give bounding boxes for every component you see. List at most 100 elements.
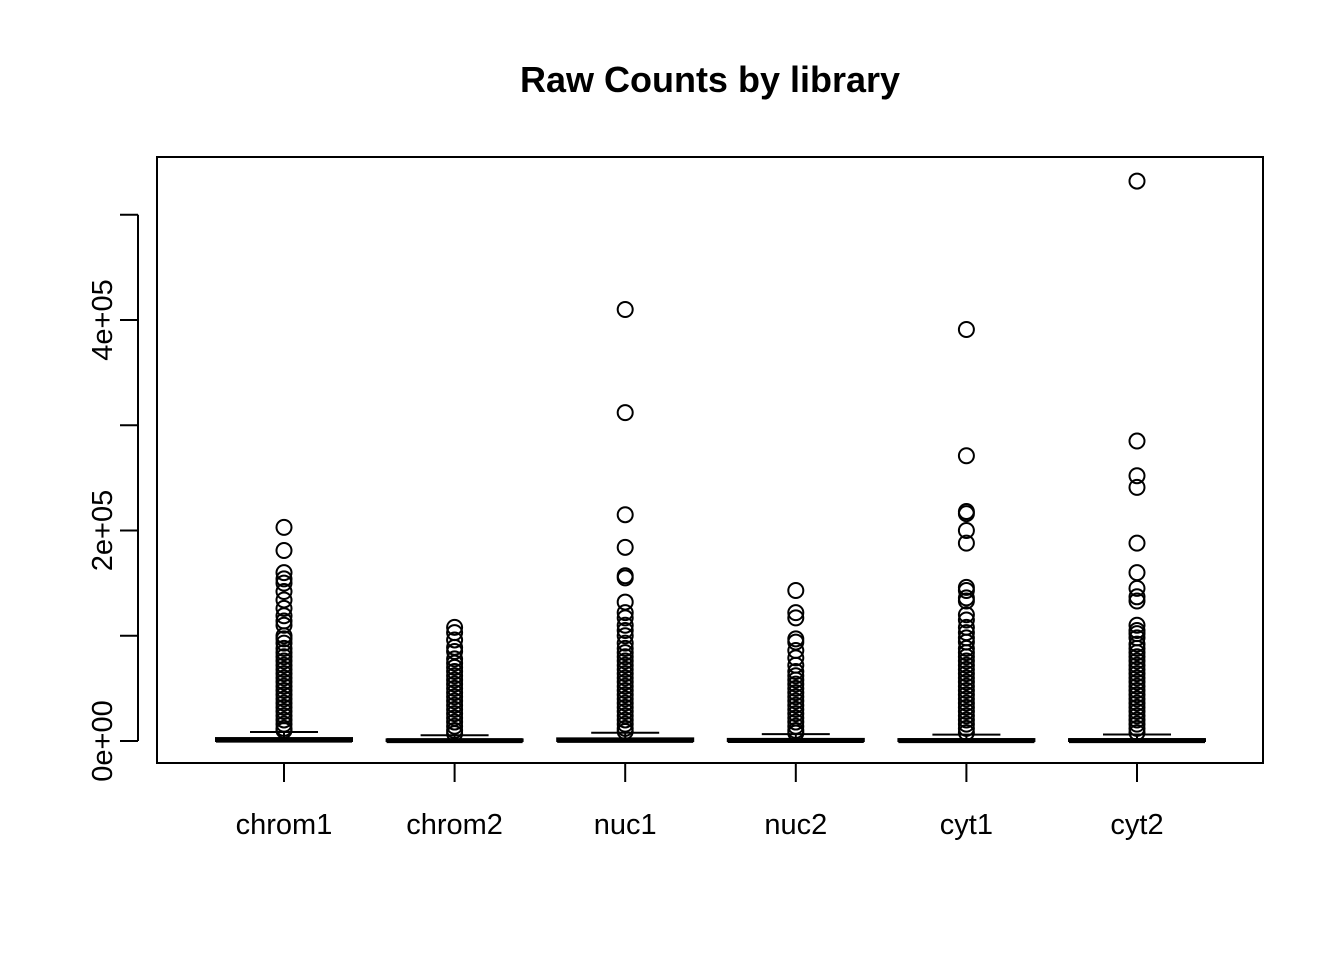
outlier-point — [957, 686, 975, 704]
x-tick-label: nuc1 — [594, 809, 657, 841]
outlier-point — [616, 506, 634, 524]
outlier-point — [446, 688, 464, 706]
outlier-point — [275, 694, 293, 712]
outlier-point — [1128, 616, 1146, 634]
outlier-point — [616, 652, 634, 670]
outlier-point — [1128, 467, 1146, 485]
outlier-point — [787, 688, 805, 706]
outlier-point — [957, 724, 975, 742]
outlier-point — [446, 717, 464, 735]
x-tick-label: cyt2 — [1110, 809, 1163, 841]
outlier-point — [1128, 592, 1146, 610]
outlier-point — [446, 692, 464, 710]
outlier-point — [787, 705, 805, 723]
outlier-point — [1128, 686, 1146, 704]
outlier-point — [275, 574, 293, 592]
outlier-point — [957, 690, 975, 708]
outlier-point — [1128, 432, 1146, 450]
outlier-point — [957, 639, 975, 657]
outlier-point — [957, 606, 975, 624]
outlier-point — [1128, 698, 1146, 716]
y-axis: 0e+00 2e+05 4e+05 — [87, 213, 139, 782]
outlier-point — [1128, 694, 1146, 712]
plot-frame — [156, 156, 1264, 764]
outlier-point — [957, 656, 975, 674]
outlier-point — [1128, 715, 1146, 733]
x-axis: chrom1 chrom2 nuc1 nuc2 cyt1 cyt2 — [236, 763, 1164, 841]
outlier-point — [787, 604, 805, 622]
outlier-point — [446, 671, 464, 689]
outlier-point — [957, 644, 975, 662]
outlier-point — [275, 711, 293, 729]
outlier-point — [957, 694, 975, 712]
outlier-point — [275, 660, 293, 678]
outlier-point — [275, 703, 293, 721]
outlier-point — [446, 658, 464, 676]
outlier-point — [787, 700, 805, 718]
outlier-point — [446, 654, 464, 672]
outlier-point — [446, 650, 464, 668]
outlier-point — [616, 404, 634, 422]
outlier-point — [616, 609, 634, 627]
outlier-point — [616, 703, 634, 721]
outlier-point — [275, 583, 293, 601]
outlier-point — [957, 703, 975, 721]
outlier-point — [446, 667, 464, 685]
outlier-point — [616, 686, 634, 704]
outlier-point — [275, 518, 293, 536]
outlier-point — [957, 707, 975, 725]
outlier-point — [957, 719, 975, 737]
outlier-point — [1128, 172, 1146, 190]
box-nuc1 — [556, 300, 695, 743]
outlier-point — [616, 538, 634, 556]
box-cyt2 — [1068, 172, 1206, 744]
outlier-point — [275, 607, 293, 625]
outlier-point — [275, 652, 293, 670]
outlier-point — [1128, 635, 1146, 653]
outlier-point — [275, 639, 293, 657]
outlier-point — [787, 649, 805, 667]
outlier-point — [446, 684, 464, 702]
outlier-point — [1128, 534, 1146, 552]
outlier-point — [446, 675, 464, 693]
box-chrom2 — [385, 618, 524, 744]
outlier-point — [957, 669, 975, 687]
outlier-point — [275, 648, 293, 666]
outlier-point — [787, 609, 805, 627]
outlier-point — [957, 581, 975, 599]
outlier-point — [446, 679, 464, 697]
outlier-point — [616, 673, 634, 691]
box-nuc2 — [726, 581, 865, 743]
outlier-point — [957, 505, 975, 523]
outlier-point — [446, 700, 464, 718]
outlier-point — [957, 660, 975, 678]
outlier-point — [275, 721, 293, 739]
outlier-point — [1128, 648, 1146, 666]
outlier-point — [275, 669, 293, 687]
outlier-point — [787, 675, 805, 693]
outlier-point — [616, 660, 634, 678]
outlier-point — [1128, 673, 1146, 691]
outlier-point — [446, 663, 464, 681]
box-chrom1 — [215, 518, 353, 743]
outlier-point — [957, 711, 975, 729]
outlier-point — [957, 648, 975, 666]
outlier-point — [957, 611, 975, 629]
outlier-point — [616, 300, 634, 318]
outlier-point — [275, 570, 293, 588]
outlier-point — [957, 673, 975, 691]
outlier-point — [787, 717, 805, 735]
outlier-point — [787, 713, 805, 731]
outlier-point — [275, 564, 293, 582]
outlier-point — [787, 667, 805, 685]
outlier-point — [1128, 677, 1146, 695]
outlier-point — [616, 656, 634, 674]
outlier-point — [446, 713, 464, 731]
outlier-point — [275, 677, 293, 695]
outlier-point — [275, 656, 293, 674]
outlier-point — [787, 581, 805, 599]
outlier-point — [1128, 639, 1146, 657]
outlier-point — [275, 698, 293, 716]
outlier-point — [957, 665, 975, 683]
